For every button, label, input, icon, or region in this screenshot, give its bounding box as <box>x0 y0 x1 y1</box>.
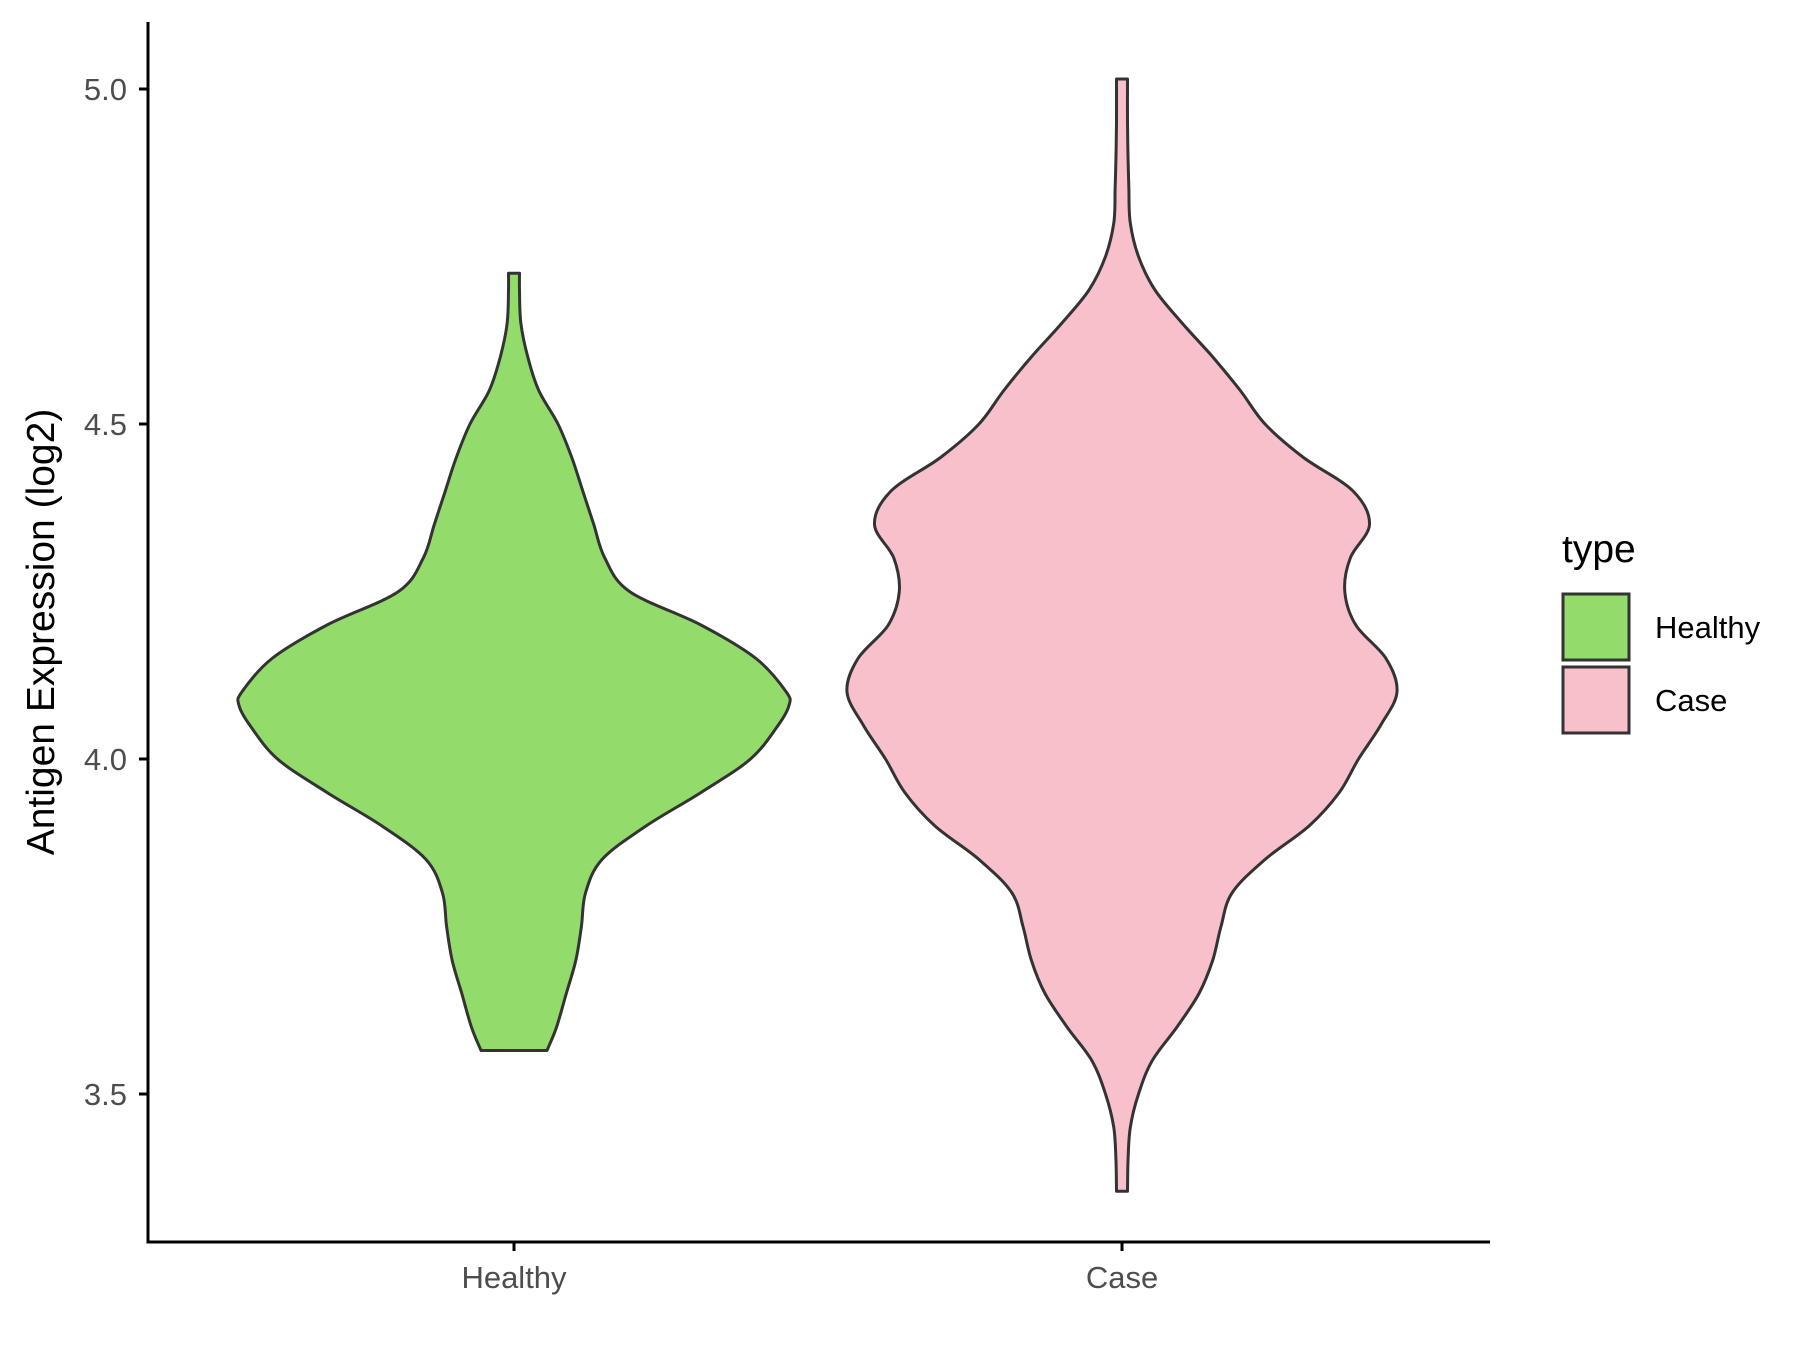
violin-healthy <box>236 271 792 1052</box>
legend-key-healthy <box>1561 592 1631 662</box>
x-tick-label: Healthy <box>461 1260 567 1295</box>
legend-label-case: Case <box>1655 683 1727 718</box>
y-tick-label: 5.0 <box>84 72 127 107</box>
x-axis-ticks: Healthy Case <box>461 1242 1158 1295</box>
x-tick-label: Case <box>1086 1260 1158 1295</box>
plot-area <box>236 77 1399 1193</box>
legend-key-case <box>1561 665 1631 735</box>
violin-case <box>845 77 1399 1193</box>
legend: type Healthy Case <box>1561 528 1761 735</box>
y-tick-label: 4.0 <box>84 742 127 777</box>
legend-title: type <box>1562 528 1636 571</box>
y-axis-title: Antigen Expression (log2) <box>20 409 63 856</box>
legend-entries: Healthy Case <box>1561 592 1761 735</box>
y-axis-ticks: 3.5 4.0 4.5 5.0 <box>84 72 148 1112</box>
y-tick-label: 4.5 <box>84 407 127 442</box>
y-tick-label: 3.5 <box>84 1077 127 1112</box>
legend-label-healthy: Healthy <box>1655 610 1761 645</box>
